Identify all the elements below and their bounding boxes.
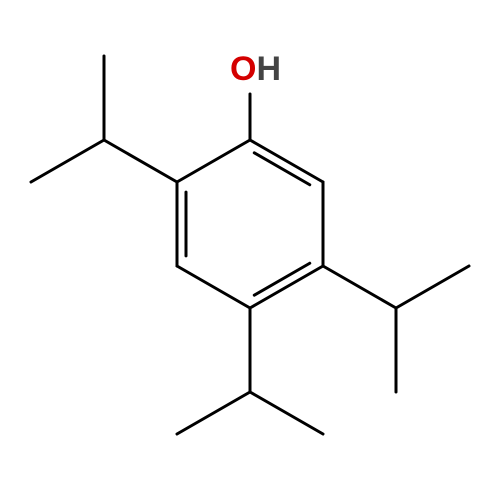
atom-label-O1: OH: [230, 50, 281, 88]
bond: [250, 266, 323, 308]
bond: [177, 392, 250, 434]
bond: [104, 140, 177, 182]
molecule-diagram: OH: [0, 0, 500, 500]
bond: [250, 140, 323, 182]
bond: [396, 266, 469, 308]
bond: [31, 140, 104, 182]
bond: [177, 266, 250, 308]
bond: [177, 140, 250, 182]
bond: [250, 392, 323, 434]
bond: [323, 266, 396, 308]
